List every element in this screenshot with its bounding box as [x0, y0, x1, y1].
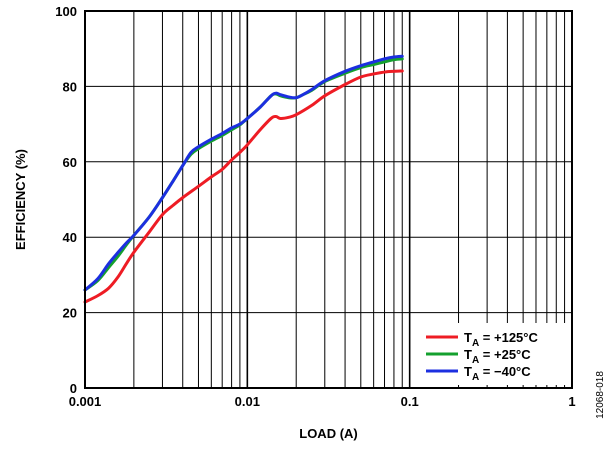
figure-id: 12068-018: [595, 371, 606, 419]
y-tick-label: 0: [70, 381, 77, 396]
tick-labels: 0.001 0.01 0.1 1 0 20 40 60 80 100: [55, 4, 575, 409]
series-line: [83, 69, 404, 304]
y-tick-label: 40: [63, 230, 77, 245]
y-tick-label: 60: [63, 155, 77, 170]
series-line: [83, 54, 404, 292]
x-axis-title: LOAD (A): [299, 426, 358, 441]
y-axis-title: EFFICIENCY (%): [13, 149, 28, 250]
legend-subscript: A: [472, 355, 479, 366]
legend-entry: TA = +125°C: [464, 330, 538, 349]
legend-condition: = +25°C: [479, 347, 531, 362]
legend-symbol: T: [464, 347, 472, 362]
y-tick-label: 80: [63, 79, 77, 94]
x-tick-label: 0.1: [401, 394, 419, 409]
legend-symbol: T: [464, 364, 472, 379]
legend-entry: TA = +25°C: [464, 347, 531, 366]
x-tick-label: 1: [568, 394, 575, 409]
x-tick-label: 0.001: [69, 394, 102, 409]
legend-subscript: A: [472, 338, 479, 349]
legend-condition: = −40°C: [479, 364, 531, 379]
y-tick-label: 100: [55, 4, 77, 19]
legend-condition: = +125°C: [479, 330, 538, 345]
y-tick-label: 20: [63, 306, 77, 321]
legend-subscript: A: [472, 372, 479, 383]
legend: TA = +125°CTA = +25°CTA = −40°C: [418, 323, 570, 385]
series-lines: [83, 54, 404, 304]
legend-symbol: T: [464, 330, 472, 345]
x-tick-label: 0.01: [235, 394, 260, 409]
legend-entry: TA = −40°C: [464, 364, 531, 383]
plot-frame: [84, 10, 573, 389]
